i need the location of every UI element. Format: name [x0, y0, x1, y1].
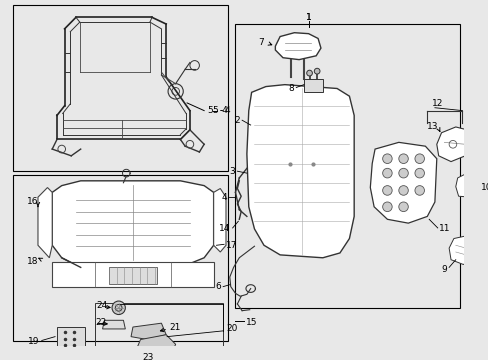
- Circle shape: [382, 202, 391, 212]
- Text: 5: 5: [212, 106, 218, 115]
- Bar: [303, 79, 322, 92]
- Bar: [52, 262, 213, 287]
- Polygon shape: [52, 181, 213, 267]
- Text: 13: 13: [427, 122, 438, 131]
- Polygon shape: [213, 189, 225, 252]
- Text: 6: 6: [215, 282, 221, 291]
- Text: 1: 1: [305, 13, 311, 22]
- Circle shape: [382, 154, 391, 163]
- Circle shape: [414, 168, 424, 178]
- Circle shape: [398, 186, 407, 195]
- Polygon shape: [246, 85, 353, 258]
- Polygon shape: [131, 323, 166, 339]
- Text: 17: 17: [225, 241, 237, 250]
- Text: 23: 23: [142, 353, 154, 360]
- Text: -4: -4: [219, 106, 228, 115]
- Text: -: -: [219, 106, 222, 115]
- Circle shape: [306, 70, 312, 76]
- Text: 14: 14: [219, 224, 230, 233]
- Polygon shape: [138, 335, 175, 354]
- Text: 4: 4: [221, 193, 226, 202]
- Bar: [57, 327, 85, 348]
- Bar: [13, 5, 227, 171]
- Text: 20: 20: [225, 324, 237, 333]
- Circle shape: [414, 154, 424, 163]
- Polygon shape: [275, 33, 320, 60]
- Bar: [109, 267, 156, 284]
- Circle shape: [398, 168, 407, 178]
- Text: 3: 3: [229, 167, 235, 176]
- Bar: [13, 175, 227, 341]
- Text: 9: 9: [441, 265, 447, 274]
- Text: 24: 24: [97, 301, 108, 310]
- Text: 2: 2: [234, 116, 240, 125]
- Circle shape: [382, 186, 391, 195]
- Text: 15: 15: [245, 318, 257, 327]
- Polygon shape: [102, 320, 125, 329]
- Polygon shape: [38, 188, 52, 258]
- Text: 7: 7: [258, 38, 264, 47]
- Circle shape: [314, 68, 319, 74]
- Circle shape: [112, 301, 125, 315]
- Text: 18: 18: [26, 257, 38, 266]
- Text: 5: 5: [206, 106, 212, 115]
- Polygon shape: [448, 236, 476, 265]
- Text: 22: 22: [95, 318, 106, 327]
- Bar: [234, 24, 459, 308]
- Polygon shape: [436, 127, 470, 162]
- Circle shape: [414, 186, 424, 195]
- Circle shape: [382, 168, 391, 178]
- Text: 21: 21: [169, 323, 180, 332]
- Text: 4: 4: [224, 106, 229, 115]
- Text: 1: 1: [305, 13, 311, 22]
- Text: 8: 8: [288, 84, 294, 93]
- Text: 16: 16: [26, 198, 38, 207]
- Text: 12: 12: [431, 99, 443, 108]
- Circle shape: [398, 154, 407, 163]
- Polygon shape: [369, 142, 436, 223]
- Polygon shape: [455, 173, 476, 197]
- Text: 19: 19: [28, 337, 40, 346]
- Text: 10: 10: [480, 183, 488, 192]
- Text: 11: 11: [438, 224, 449, 233]
- Bar: [95, 303, 223, 358]
- Circle shape: [398, 202, 407, 212]
